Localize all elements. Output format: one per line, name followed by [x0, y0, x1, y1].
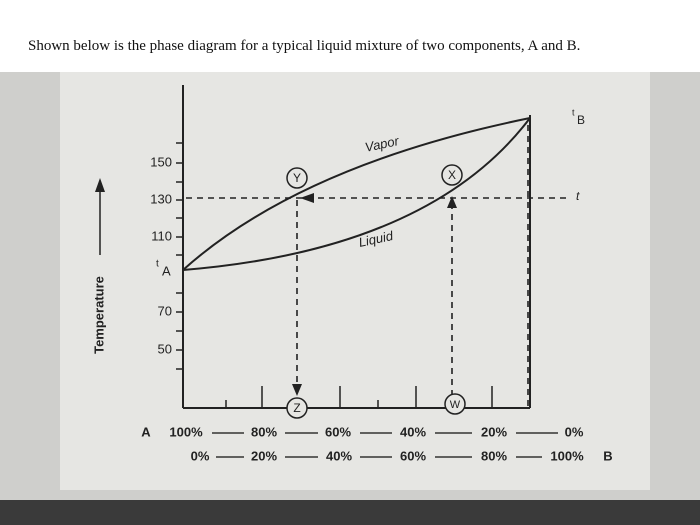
composition-a: 60%	[325, 424, 351, 439]
point-circle	[286, 397, 308, 419]
y-tick-label: 110	[151, 228, 172, 243]
composition-b: 20%	[251, 448, 277, 463]
component-a: A	[141, 424, 151, 439]
point-circle	[441, 164, 463, 186]
composition-b: 80%	[481, 448, 507, 463]
point-label: X	[448, 168, 456, 182]
liquid-label: Liquid	[357, 228, 395, 250]
t-a-name: A	[162, 263, 171, 278]
composition-b: 40%	[326, 448, 352, 463]
composition-a: 40%	[400, 424, 426, 439]
composition-a: 100%	[169, 424, 203, 439]
t-b-prefix: t	[572, 107, 575, 117]
composition-a: 0%	[565, 424, 584, 439]
composition-b: 60%	[400, 448, 426, 463]
y-tick-label: 150	[150, 154, 172, 169]
arrowhead	[292, 384, 302, 396]
point-circle	[444, 393, 466, 415]
liquid-curve	[182, 117, 531, 271]
arrowhead	[300, 193, 314, 203]
axis-ticks	[176, 142, 493, 408]
connector-lines	[212, 432, 558, 458]
composition-b: 100%	[550, 448, 584, 463]
point-label: W	[450, 399, 461, 411]
y-axis-arrowhead	[95, 178, 105, 192]
composition-a: 80%	[251, 424, 277, 439]
point-label: Z	[293, 401, 300, 415]
y-tick-label: 70	[158, 303, 172, 318]
composition-b: 0%	[191, 448, 210, 463]
t-b-name: B	[577, 113, 585, 127]
intro-text: Shown below is the phase diagram for a t…	[28, 38, 581, 54]
y-tick-label: 50	[158, 341, 172, 356]
bottom-strip	[0, 500, 700, 525]
arrowhead	[447, 196, 457, 208]
y-tick-label: 130	[150, 191, 172, 206]
vapor-curve	[182, 117, 531, 271]
point-circle	[286, 167, 308, 189]
vapor-label: Vapor	[363, 133, 400, 155]
t-a-prefix: t	[156, 259, 159, 270]
point-label: Y	[293, 171, 301, 185]
t-label: t	[576, 189, 580, 203]
diagram-panel	[60, 72, 650, 490]
composition-a: 20%	[481, 424, 507, 439]
component-b: B	[603, 448, 612, 463]
y-axis-label: Temperature	[91, 276, 106, 354]
